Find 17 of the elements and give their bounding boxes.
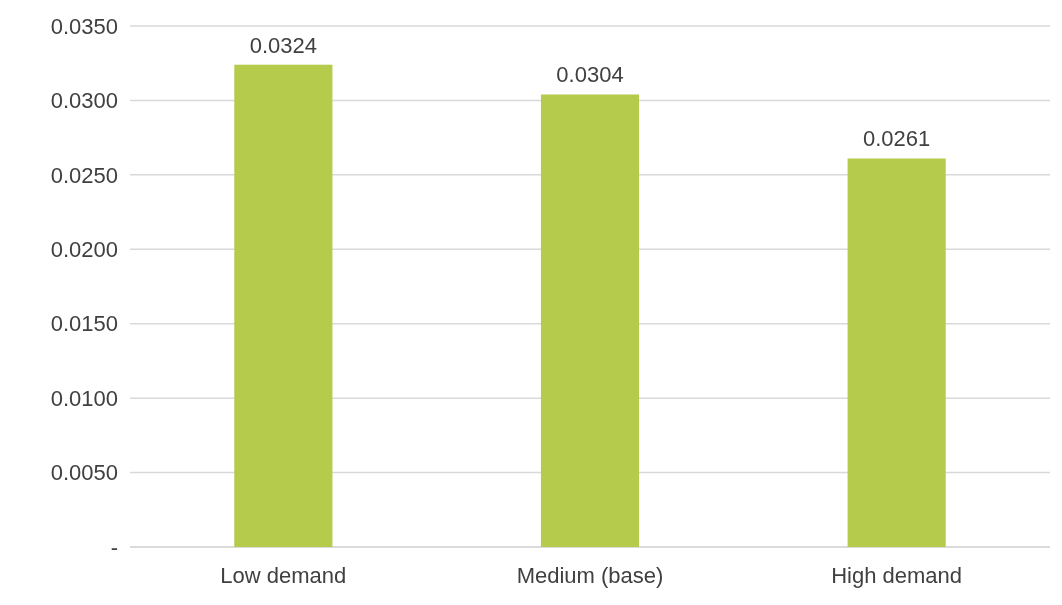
y-tick-label: 0.0050 (50, 460, 118, 486)
bar (234, 64, 333, 547)
y-tick-label: 0.0100 (50, 385, 118, 411)
data-label: 0.0324 (249, 32, 317, 58)
bar (847, 158, 946, 547)
bar (540, 94, 640, 547)
data-label: 0.0261 (863, 126, 931, 152)
data-label: 0.0304 (556, 62, 624, 88)
y-tick-label: 0.0250 (50, 162, 118, 188)
y-tick-label: 0.0200 (50, 236, 118, 262)
x-tick-label: High demand (831, 563, 963, 588)
x-tick-label: Low demand (220, 563, 347, 588)
y-tick-label: 0.0300 (50, 88, 118, 114)
y-tick-label: - (110, 534, 118, 560)
y-tick-label: 0.0150 (50, 311, 118, 337)
y-tick-label: 0.0350 (50, 13, 118, 39)
x-tick-label: Medium (base) (516, 563, 664, 588)
